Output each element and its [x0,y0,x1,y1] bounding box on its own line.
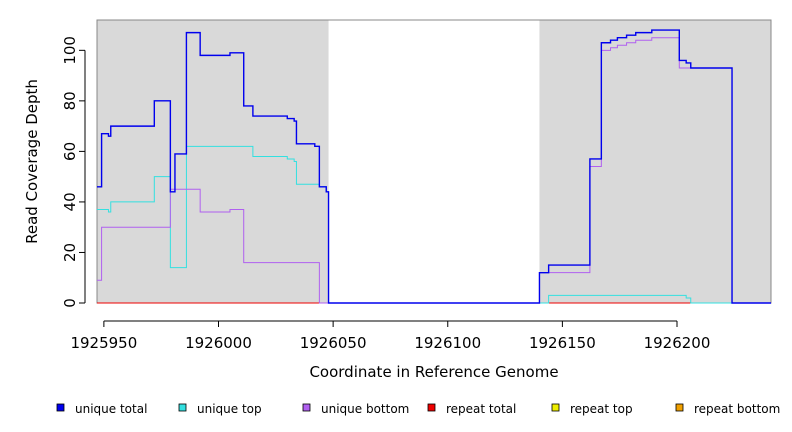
y-tick-label: 60 [61,142,79,161]
y-tick-label: 100 [61,36,79,65]
y-tick-label: 40 [61,192,79,211]
x-tick-label: 1926100 [414,334,481,352]
x-tick-label: 1926000 [185,334,252,352]
legend-swatch [675,403,684,412]
series-line-unique-bottom [97,37,771,304]
y-tick-label: 0 [61,298,79,308]
legend-label: repeat total [446,402,516,416]
series-line-unique-top [97,145,771,304]
legend-label: unique total [75,402,147,416]
y-axis-label: Read Coverage Depth [23,79,41,244]
x-tick-label: 1926200 [644,334,711,352]
x-axis-label: Coordinate in Reference Genome [309,363,558,381]
legend-swatch [551,403,560,412]
legend-swatch [302,403,311,412]
x-tick-label: 1926050 [300,334,367,352]
axes: 1925950 1926000 1926050 1926100 1926150 19262… [61,36,710,352]
legend-swatch [56,403,65,412]
y-tick-label: 80 [61,91,79,110]
legend-swatch [178,403,187,412]
x-tick-label: 1925950 [70,334,137,352]
legend-label: unique bottom [321,402,409,416]
legend: unique total unique top unique bottom repea… [56,402,780,416]
x-tick-label: 1926150 [529,334,596,352]
shaded-region-1 [97,20,329,303]
shaded-region-2 [539,20,771,303]
series-lines [97,29,771,304]
series-line-unique-total [97,29,771,304]
legend-swatch [427,403,436,412]
legend-label: repeat top [570,402,633,416]
legend-label: unique top [197,402,262,416]
y-tick-label: 20 [61,243,79,262]
legend-label: repeat bottom [694,402,780,416]
